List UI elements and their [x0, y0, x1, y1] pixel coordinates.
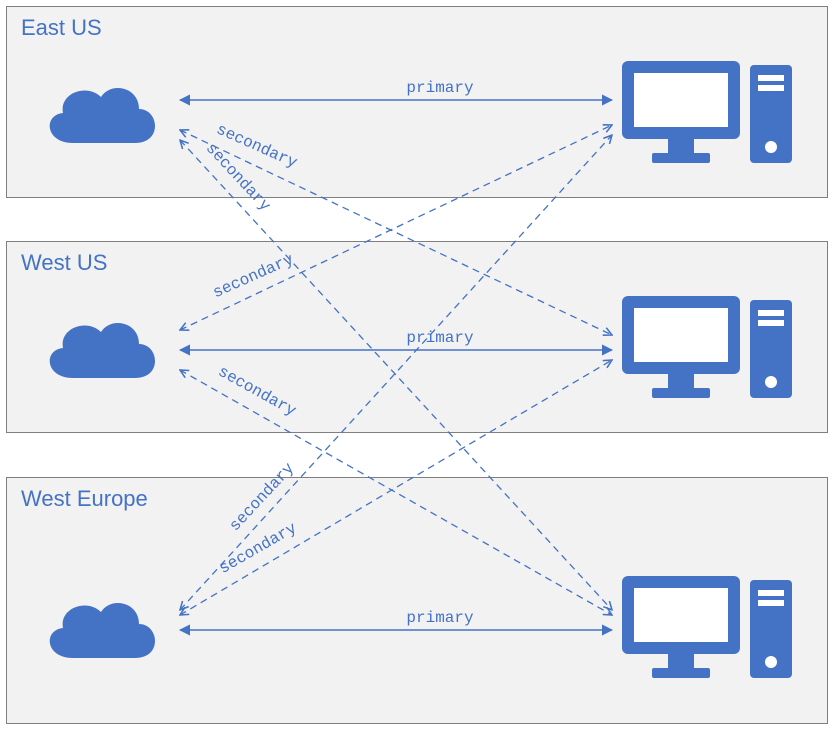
region-label-west-us: West US [21, 250, 107, 276]
computer-icon [620, 290, 795, 405]
region-label-west-europe: West Europe [21, 486, 148, 512]
cloud-icon [35, 310, 165, 390]
cloud-icon [35, 590, 165, 670]
computer-icon [620, 570, 795, 685]
diagram-canvas: East US West US West Europe primaryprima… [0, 0, 834, 732]
cloud-icon [35, 75, 165, 155]
region-label-east-us: East US [21, 15, 102, 41]
computer-icon [620, 55, 795, 170]
